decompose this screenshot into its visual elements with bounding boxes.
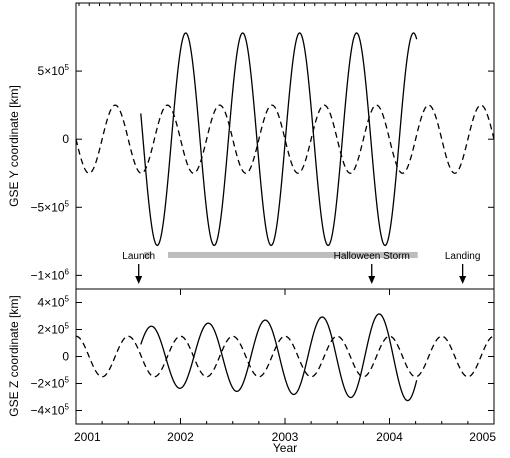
data-collection-bar (143, 251, 152, 258)
y-tick-label: 0 (62, 350, 69, 364)
earth-z-series (75, 335, 495, 378)
y-tick-label: −1×106 (31, 267, 70, 282)
x-tick-label: 2003 (272, 430, 299, 444)
y-tick-label: 5×105 (38, 63, 70, 78)
x-tick-label: 2002 (167, 430, 194, 444)
bottom-plot-frame (75, 288, 495, 425)
event-label: Landing (445, 251, 481, 262)
y-tick-label: 0 (62, 132, 69, 146)
event-label: Launch (122, 251, 155, 262)
top-plot: 5×105 0 −5×105 −1×106 Launch Halloween Storm L… (31, 3, 495, 284)
top-y-axis-label: GSE Y coordinate [km] (7, 85, 21, 207)
spacecraft-y-series (140, 32, 418, 247)
event-arrow-head (368, 276, 376, 284)
x-tick-label: 2005 (469, 430, 496, 444)
y-tick-label: −5×105 (31, 199, 70, 214)
x-tick-label: 2001 (74, 430, 101, 444)
bottom-y-axis-label: GSE Z coordinate [km] (7, 295, 21, 416)
bottom-plot: 4×105 2×105 0 −2×105 −4×105 2001 2002 2003 2004 2… (31, 289, 496, 444)
event-arrow-head (459, 276, 467, 284)
data-collection-bar (167, 251, 418, 258)
y-tick-label: −4×105 (31, 403, 70, 418)
event-label: Halloween Storm (334, 251, 410, 262)
spacecraft-z-series (140, 313, 418, 402)
event-arrow-head (135, 276, 143, 284)
y-tick-label: 2×105 (38, 322, 70, 337)
x-tick-label: 2004 (376, 430, 403, 444)
y-tick-label: 4×105 (38, 295, 70, 310)
y-tick-label: −2×105 (31, 376, 70, 391)
x-axis-label: Year (273, 441, 297, 455)
